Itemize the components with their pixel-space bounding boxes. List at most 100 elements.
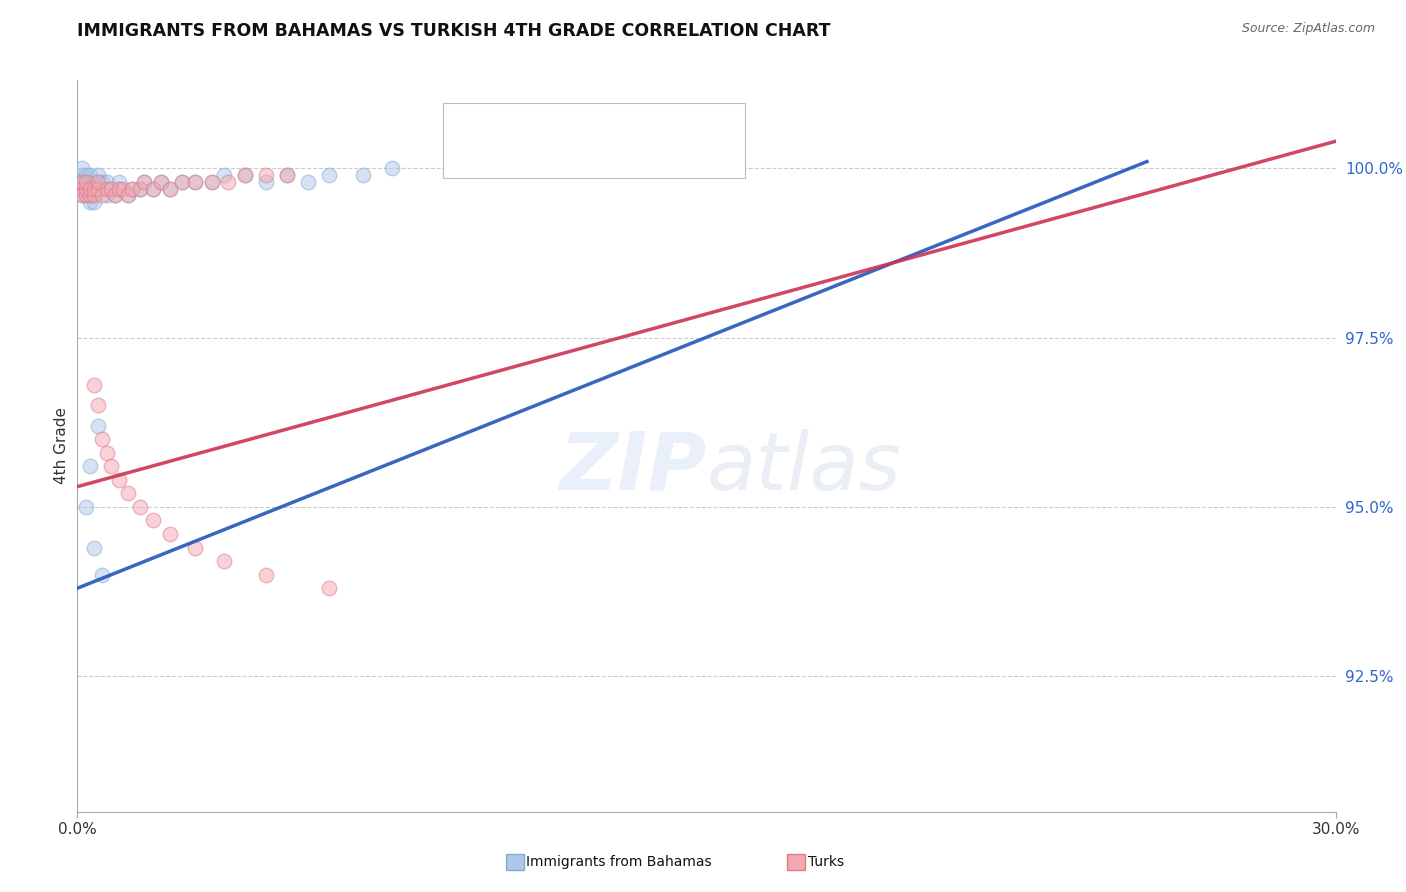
Point bbox=[96, 188, 118, 202]
Point bbox=[318, 581, 340, 595]
Point bbox=[108, 175, 131, 189]
Point bbox=[297, 175, 319, 189]
Point bbox=[172, 175, 194, 189]
Point bbox=[200, 175, 222, 189]
Point bbox=[79, 195, 101, 210]
Point bbox=[150, 175, 173, 189]
Y-axis label: 4th Grade: 4th Grade bbox=[53, 408, 69, 484]
Point bbox=[70, 188, 93, 202]
Point bbox=[70, 168, 93, 182]
Point bbox=[318, 168, 340, 182]
Point bbox=[184, 175, 207, 189]
Text: R = 0.442   N = 53: R = 0.442 N = 53 bbox=[489, 115, 654, 134]
Text: atlas: atlas bbox=[707, 429, 901, 507]
Point bbox=[254, 168, 277, 182]
Point bbox=[79, 181, 101, 195]
Point bbox=[108, 473, 131, 487]
Point bbox=[117, 486, 139, 500]
Text: IMMIGRANTS FROM BAHAMAS VS TURKISH 4TH GRADE CORRELATION CHART: IMMIGRANTS FROM BAHAMAS VS TURKISH 4TH G… bbox=[77, 22, 831, 40]
Point bbox=[83, 188, 105, 202]
Point bbox=[87, 418, 110, 433]
Point bbox=[70, 161, 93, 176]
Point bbox=[108, 181, 131, 195]
Point bbox=[142, 181, 165, 195]
Point bbox=[100, 459, 122, 474]
Point bbox=[75, 168, 97, 182]
Point bbox=[134, 175, 156, 189]
Point bbox=[91, 175, 114, 189]
Point bbox=[100, 181, 122, 195]
Point bbox=[200, 175, 222, 189]
Text: ZIP: ZIP bbox=[560, 429, 707, 507]
Point bbox=[75, 181, 97, 195]
Point bbox=[254, 175, 277, 189]
Point bbox=[142, 181, 165, 195]
Point bbox=[142, 514, 165, 528]
Point bbox=[150, 175, 173, 189]
Point bbox=[112, 181, 135, 195]
Point bbox=[70, 175, 93, 189]
Point bbox=[121, 181, 143, 195]
Point bbox=[79, 459, 101, 474]
Point bbox=[75, 175, 97, 189]
Point bbox=[91, 432, 114, 446]
Point bbox=[254, 567, 277, 582]
Point bbox=[75, 188, 97, 202]
Text: Source: ZipAtlas.com: Source: ZipAtlas.com bbox=[1241, 22, 1375, 36]
Point bbox=[159, 527, 181, 541]
Point bbox=[83, 378, 105, 392]
Point bbox=[70, 188, 93, 202]
Text: Turks: Turks bbox=[807, 855, 844, 869]
Point bbox=[276, 168, 298, 182]
Point bbox=[96, 175, 118, 189]
Point bbox=[87, 175, 110, 189]
Point bbox=[96, 446, 118, 460]
Point bbox=[184, 175, 207, 189]
Text: R = 0.535   N = 46: R = 0.535 N = 46 bbox=[489, 147, 654, 166]
Point bbox=[87, 181, 110, 195]
Text: Immigrants from Bahamas: Immigrants from Bahamas bbox=[526, 855, 711, 869]
Point bbox=[83, 195, 105, 210]
Point bbox=[91, 567, 114, 582]
Point bbox=[381, 161, 404, 176]
Point bbox=[117, 188, 139, 202]
Point bbox=[129, 181, 152, 195]
Point bbox=[91, 188, 114, 202]
Point bbox=[79, 181, 101, 195]
Point bbox=[87, 175, 110, 189]
Point bbox=[75, 175, 97, 189]
Point bbox=[233, 168, 256, 182]
Point bbox=[233, 168, 256, 182]
Point bbox=[79, 188, 101, 202]
Point bbox=[129, 181, 152, 195]
Point bbox=[184, 541, 207, 555]
Point bbox=[91, 181, 114, 195]
Point bbox=[79, 168, 101, 182]
Point bbox=[87, 398, 110, 412]
Point bbox=[70, 181, 93, 195]
Point bbox=[108, 181, 131, 195]
Point bbox=[96, 181, 118, 195]
Point bbox=[83, 541, 105, 555]
Bar bbox=[451, 145, 481, 169]
Point bbox=[70, 175, 93, 189]
Point bbox=[276, 168, 298, 182]
Point bbox=[75, 175, 97, 189]
Point bbox=[87, 181, 110, 195]
Point bbox=[83, 181, 105, 195]
Point bbox=[83, 175, 105, 189]
Point bbox=[121, 181, 143, 195]
Point bbox=[129, 500, 152, 514]
Point bbox=[79, 188, 101, 202]
Point bbox=[75, 188, 97, 202]
Point bbox=[70, 175, 93, 189]
Bar bbox=[451, 113, 481, 137]
Point bbox=[212, 554, 235, 568]
Point bbox=[104, 188, 127, 202]
Point bbox=[212, 168, 235, 182]
Point bbox=[87, 168, 110, 182]
Point bbox=[159, 181, 181, 195]
Point bbox=[217, 175, 239, 189]
Point bbox=[134, 175, 156, 189]
Point bbox=[352, 168, 374, 182]
